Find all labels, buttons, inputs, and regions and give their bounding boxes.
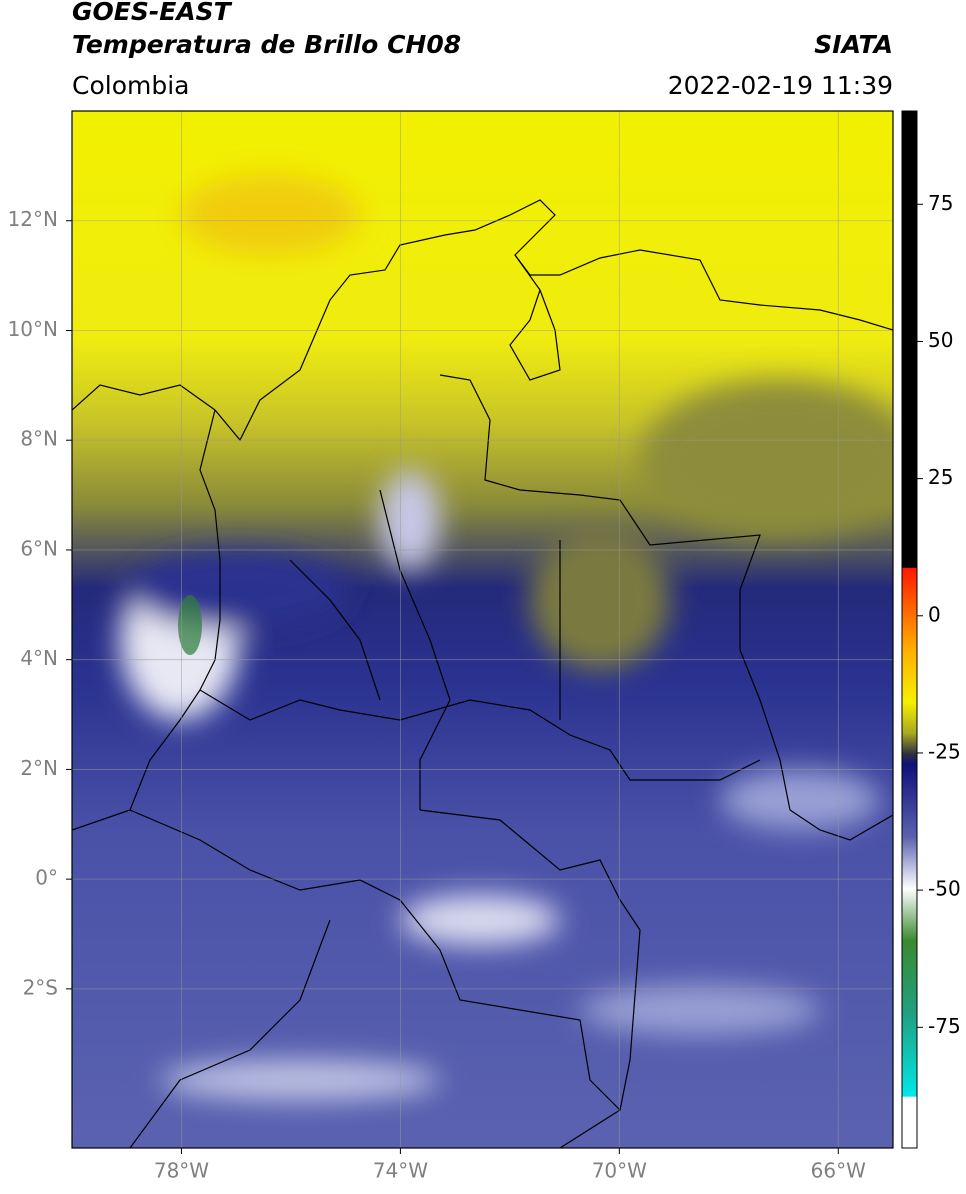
y-tick-label: 2°N [20, 756, 58, 780]
colorbar-tick-label: 50 [928, 328, 953, 352]
y-tick-label: 12°N [8, 207, 58, 231]
region: Colombia [72, 71, 189, 100]
y-tick-label: 0° [35, 866, 58, 890]
colorbar-tick-label: -75 [928, 1014, 961, 1038]
colorbar-tick-label: -25 [928, 739, 961, 763]
x-tick-label: 66°W [811, 1159, 866, 1183]
colorbar-tick-label: -50 [928, 877, 961, 901]
colorbar-tick-label: 75 [928, 191, 953, 215]
y-tick-label: 10°N [8, 317, 58, 341]
timestamp: 2022-02-19 11:39 [668, 71, 893, 100]
y-tick-label: 2°S [23, 975, 58, 999]
x-tick-label: 78°W [154, 1159, 209, 1183]
x-tick-label: 74°W [373, 1159, 428, 1183]
y-tick-label: 4°N [20, 646, 58, 670]
y-tick-label: 6°N [20, 536, 58, 560]
map-frame [71, 110, 894, 1149]
x-tick-label: 70°W [592, 1159, 647, 1183]
colorbar-tick-label: 0 [928, 602, 941, 626]
source: SIATA [814, 30, 893, 59]
colorbar-tick-label: 25 [928, 465, 953, 489]
grid [72, 111, 893, 1148]
satellite-image [72, 111, 893, 1148]
title: GOES-EAST [72, 0, 233, 26]
colorbar [901, 110, 918, 1149]
subtitle: Temperatura de Brillo CH08 [72, 30, 461, 59]
y-tick-label: 8°N [20, 427, 58, 451]
